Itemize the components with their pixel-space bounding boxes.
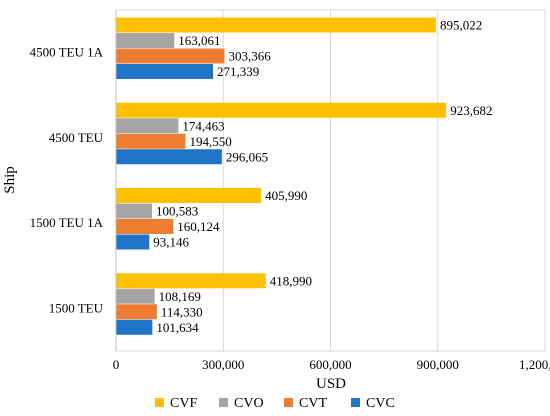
data-label: 405,990 — [265, 188, 307, 203]
legend-swatch-cvt — [284, 398, 293, 407]
x-tick-label: 900,000 — [417, 357, 459, 372]
bar-cvc — [116, 64, 214, 79]
bar-cvf — [116, 188, 262, 203]
data-label: 923,682 — [450, 103, 492, 118]
data-label: 100,583 — [156, 204, 198, 219]
x-tick-label: 0 — [113, 357, 120, 372]
y-tick-label: 1500 TEU 1A — [30, 215, 104, 230]
bar-cvt — [116, 219, 174, 234]
y-axis-title: Ship — [2, 166, 18, 194]
legend-label-cvc: CVC — [366, 396, 395, 411]
bar-cvt — [116, 133, 186, 149]
bar-cvo — [116, 288, 155, 304]
y-tick-label: 1500 TEU — [49, 300, 104, 315]
y-tick-labels: 4500 TEU 1A 4500 TEU 1500 TEU 1A 1500 TEU — [30, 45, 104, 316]
data-label: 296,065 — [226, 149, 268, 164]
bar-cvf — [116, 17, 436, 33]
data-label: 160,124 — [177, 219, 220, 234]
data-label: 174,463 — [182, 118, 224, 133]
bar-cvo — [116, 118, 179, 134]
x-axis-title: USD — [316, 376, 346, 392]
bar-cvc — [116, 319, 153, 335]
y-tick-label: 4500 TEU 1A — [30, 45, 104, 60]
x-tick-label: 300,000 — [202, 357, 244, 372]
data-label: 108,169 — [159, 289, 201, 304]
data-label: 418,990 — [270, 273, 312, 288]
x-tick-label: 600,000 — [309, 357, 351, 372]
bar-cvo — [116, 33, 175, 48]
legend-label-cvo: CVO — [234, 396, 264, 411]
bars — [115, 10, 447, 351]
grid-lines — [222, 10, 439, 351]
bar-cvf — [116, 273, 266, 289]
x-tick-labels: 0 300,000 600,000 900,000 1,200,000 — [113, 357, 550, 372]
legend-swatch-cvf — [155, 398, 164, 407]
data-label: 194,550 — [190, 134, 232, 149]
legend: CVF CVO CVT CVC — [155, 396, 395, 411]
bar-cvf — [116, 102, 447, 118]
bar-cvc — [116, 149, 222, 165]
data-label: 163,061 — [178, 33, 220, 48]
legend-swatch-cvc — [351, 398, 360, 407]
data-label: 303,366 — [228, 49, 271, 64]
x-tick-label: 1,200,000 — [519, 357, 550, 372]
data-label: 114,330 — [161, 304, 203, 319]
legend-swatch-cvo — [219, 398, 228, 407]
bar-cvc — [116, 234, 150, 250]
bar-cvt — [116, 304, 157, 320]
data-label: 101,634 — [156, 320, 199, 335]
legend-label-cvf: CVF — [170, 396, 197, 411]
bar-cvo — [116, 203, 152, 219]
data-label: 895,022 — [440, 18, 482, 33]
bar-cvt — [116, 48, 225, 64]
y-tick-label: 4500 TEU — [49, 130, 104, 145]
data-label: 93,146 — [153, 235, 189, 250]
legend-label-cvt: CVT — [299, 396, 327, 411]
data-label: 271,339 — [217, 64, 259, 79]
